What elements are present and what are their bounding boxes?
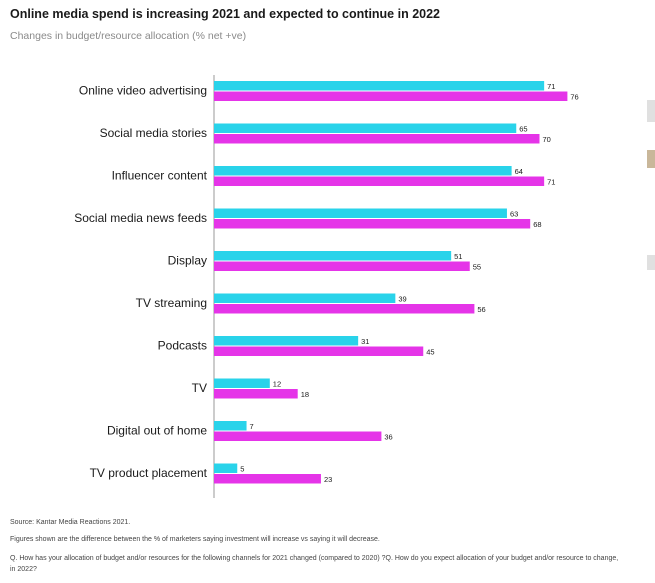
category-label: TV streaming: [136, 296, 207, 310]
data-label: 64: [515, 167, 523, 176]
data-label: 36: [384, 433, 392, 442]
category-label: Social media stories: [100, 126, 207, 140]
source-note: Source: Kantar Media Reactions 2021.: [10, 519, 131, 526]
bar-2022: [214, 261, 470, 271]
bar-2021: [214, 208, 507, 218]
bar-2021: [214, 293, 396, 303]
data-label: 12: [273, 380, 281, 389]
bar-2021: [214, 81, 545, 91]
bar-2021: [214, 421, 247, 431]
category-label: Display: [168, 254, 207, 268]
data-label: 31: [361, 337, 369, 346]
data-label: 63: [510, 210, 518, 219]
bar-2022: [214, 431, 382, 441]
bar-2021: [214, 166, 512, 176]
data-label: 45: [426, 348, 434, 357]
bar-2021: [214, 336, 359, 346]
data-label: 70: [543, 135, 551, 144]
data-label: 7: [250, 422, 254, 431]
bar-chart: Online video advertising 71 76 Social media…: [74, 75, 579, 498]
category-label: TV: [192, 381, 207, 395]
category-label: TV product placement: [90, 466, 208, 480]
bar-2022: [214, 176, 545, 186]
bar-2022: [214, 91, 568, 101]
data-label: 5: [240, 465, 244, 474]
category-label: Online video advertising: [79, 84, 207, 98]
methodology-note: Figures shown are the difference between…: [10, 536, 380, 543]
cropped-edge-mark: [647, 255, 655, 270]
chart-subtitle: Changes in budget/resource allocation (%…: [10, 30, 247, 42]
data-label: 68: [533, 220, 541, 229]
bar-2021: [214, 463, 238, 473]
survey-question-note: Q. How has your allocation of budget and…: [10, 555, 619, 573]
data-label: 18: [301, 390, 309, 399]
cropped-edge-mark: [647, 100, 655, 122]
bar-2021: [214, 123, 517, 133]
data-label: 51: [454, 252, 462, 261]
data-label: 23: [324, 475, 332, 484]
category-label: Influencer content: [112, 169, 208, 183]
data-label: 56: [477, 305, 485, 314]
data-label: 65: [519, 125, 527, 134]
category-label: Digital out of home: [107, 424, 207, 438]
bar-2021: [214, 378, 270, 388]
bar-2022: [214, 134, 540, 144]
chart-title: Online media spend is increasing 2021 an…: [10, 7, 440, 21]
bar-2022: [214, 474, 321, 484]
category-label: Social media news feeds: [74, 211, 207, 225]
bar-2021: [214, 251, 452, 261]
data-label: 71: [547, 82, 555, 91]
category-label: Podcasts: [158, 339, 207, 353]
bar-2022: [214, 346, 424, 356]
data-label: 71: [547, 178, 555, 187]
data-label: 39: [398, 295, 406, 304]
bar-2022: [214, 304, 475, 314]
data-label: 55: [473, 263, 481, 272]
bar-2022: [214, 219, 531, 229]
data-label: 76: [570, 93, 578, 102]
bar-2022: [214, 389, 298, 399]
cropped-edge-mark: [647, 150, 655, 168]
